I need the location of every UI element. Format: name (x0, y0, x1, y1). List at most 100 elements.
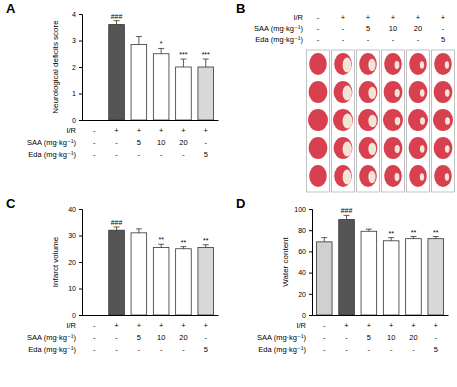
brain-slice (434, 165, 452, 187)
y-tick (79, 289, 82, 290)
treatment-value: + (204, 321, 209, 330)
infarct (368, 143, 376, 155)
treatment-value: - (368, 345, 371, 354)
tick: 20 (68, 259, 82, 266)
infarct (445, 117, 450, 124)
bar (109, 25, 125, 120)
y-tick-label: 3 (72, 37, 76, 44)
image-frame (357, 50, 380, 192)
y-tick (79, 14, 82, 15)
treatment-value: - (317, 13, 320, 22)
y-tick-label: 30 (68, 232, 76, 239)
treatment-value: - (93, 321, 96, 330)
treatment-label: I/R (66, 126, 76, 135)
tick: 20 (298, 291, 312, 298)
brain-slice (309, 165, 327, 187)
treatment-value: + (367, 321, 372, 330)
bar (86, 315, 102, 316)
y-tick (79, 94, 82, 95)
brain-slice (334, 137, 353, 159)
panel: D###******020406080100Water contentI/R-+… (236, 196, 449, 354)
treatment-value: + (137, 321, 142, 330)
treatment-value: - (115, 150, 118, 159)
y-axis: 020406080100 (294, 206, 312, 319)
y-axis-title: Infarct volume (51, 236, 60, 287)
treatment-label: I/R (296, 321, 306, 330)
infarct (368, 59, 375, 71)
tick: 10 (68, 285, 82, 292)
treatment-value: + (416, 13, 421, 22)
brain-slice (359, 165, 377, 187)
treatment-value: - (345, 333, 348, 342)
error-bar (180, 59, 186, 67)
panel-label: B (236, 1, 245, 16)
image-frame (432, 50, 455, 192)
error-bar (344, 215, 350, 219)
brain-slice (384, 137, 403, 159)
brain-slice (334, 165, 352, 187)
error-bar (91, 120, 97, 121)
significance: *** (179, 51, 187, 58)
x-axis-line (83, 315, 219, 316)
tick: 40 (298, 269, 312, 276)
brain-slice (384, 53, 402, 75)
brain-slice (384, 81, 403, 103)
treatment-value: + (204, 126, 209, 135)
brain-slice (409, 137, 428, 159)
y-tick (309, 294, 312, 295)
treatment-value: - (412, 345, 415, 354)
treatment-value: - (317, 24, 320, 33)
treatment-label: Eda (mg·kg⁻¹) (255, 35, 303, 44)
infarct (445, 89, 450, 96)
infarct (343, 142, 352, 157)
infarct (445, 173, 449, 180)
treatment-value: 5 (204, 345, 208, 354)
y-tick (79, 315, 82, 316)
bar (176, 249, 192, 315)
panel-label: D (236, 196, 245, 211)
bars (316, 215, 443, 315)
y-tick (79, 41, 82, 42)
image-frame (382, 50, 405, 192)
treatment-value: - (93, 345, 96, 354)
error-bar (114, 21, 120, 25)
y-tick (79, 262, 82, 263)
significance: ### (111, 219, 123, 226)
error-bar (321, 238, 327, 242)
treatment-value: + (159, 126, 164, 135)
treatment-label: SAA (mg·kg⁻¹) (27, 333, 76, 342)
x-axis-line (313, 315, 449, 316)
tick: 0 (72, 312, 82, 319)
treatment-label: SAA (mg·kg⁻¹) (27, 138, 76, 147)
treatment-value: 10 (387, 333, 395, 342)
treatment-value: 20 (414, 24, 422, 33)
y-tick-label: 100 (294, 206, 306, 213)
brain-slice (359, 81, 378, 103)
y-axis-title: Neurological deficits score (51, 20, 60, 114)
treatment-value: - (138, 150, 141, 159)
image-frame (407, 50, 430, 192)
tick: 3 (72, 37, 82, 44)
brain-slice (434, 81, 453, 103)
infarct (395, 145, 400, 153)
brain-slice (409, 81, 428, 103)
treatment-value: 10 (157, 138, 165, 147)
treatment-value: 10 (157, 333, 165, 342)
treatment-label: I/R (293, 13, 303, 22)
brain-slice (334, 81, 353, 103)
infarct (395, 61, 400, 69)
treatment-label: Eda (mg·kg⁻¹) (28, 150, 76, 159)
infarct (420, 173, 424, 180)
treatment-value: - (204, 138, 207, 147)
y-tick (309, 230, 312, 231)
treatment-value: - (115, 138, 118, 147)
brain-slice (384, 165, 402, 187)
y-tick-label: 20 (68, 259, 76, 266)
error-bar (158, 244, 164, 247)
significance: ** (411, 229, 417, 236)
significance: ** (433, 229, 439, 236)
bar (153, 54, 169, 120)
treatment-value: 5 (137, 138, 141, 147)
tick: 40 (68, 206, 82, 213)
infarct (445, 145, 450, 152)
